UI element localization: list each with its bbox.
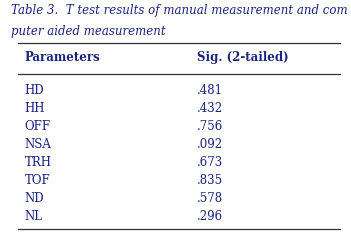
Text: OFF: OFF <box>25 120 51 133</box>
Text: puter aided measurement: puter aided measurement <box>11 25 165 38</box>
Text: .481: .481 <box>197 84 223 97</box>
Text: .296: .296 <box>197 210 223 223</box>
Text: .835: .835 <box>197 174 223 187</box>
Text: .432: .432 <box>197 102 223 115</box>
Text: .092: .092 <box>197 138 223 151</box>
Text: TOF: TOF <box>25 174 50 187</box>
Text: .578: .578 <box>197 192 223 205</box>
Text: .673: .673 <box>197 156 223 169</box>
Text: ND: ND <box>25 192 44 205</box>
Text: HH: HH <box>25 102 45 115</box>
Text: Sig. (2-tailed): Sig. (2-tailed) <box>197 51 288 64</box>
Text: NSA: NSA <box>25 138 52 151</box>
Text: Table 3.  T test results of manual measurement and com: Table 3. T test results of manual measur… <box>11 4 347 16</box>
Text: HD: HD <box>25 84 44 97</box>
Text: TRH: TRH <box>25 156 52 169</box>
Text: Parameters: Parameters <box>25 51 100 64</box>
Text: .756: .756 <box>197 120 223 133</box>
Text: NL: NL <box>25 210 42 223</box>
